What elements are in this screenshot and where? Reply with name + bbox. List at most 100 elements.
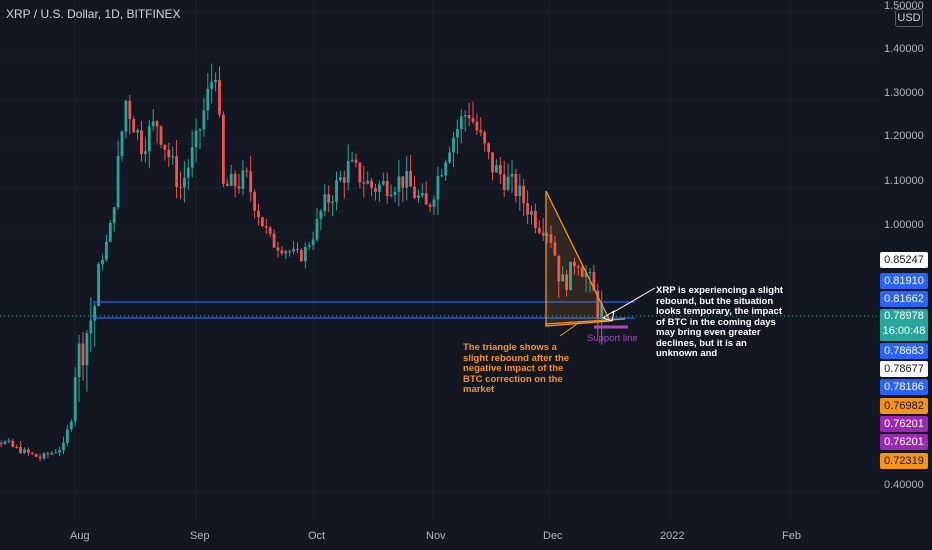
candle [50, 450, 54, 456]
analysis-note[interactable]: XRP is experiencing a slight rebound, bu… [656, 285, 784, 359]
candle-body [272, 233, 276, 248]
candle [97, 262, 100, 307]
candle-body [151, 121, 155, 127]
candle-body [77, 343, 81, 378]
candle [456, 119, 459, 155]
candle-body [459, 116, 463, 130]
candle [194, 118, 198, 163]
candle-body [206, 88, 210, 111]
candle-body [600, 303, 604, 320]
candle [198, 127, 202, 150]
candle-body [30, 452, 34, 454]
candle-body [358, 162, 362, 183]
candle-body [573, 261, 576, 267]
candle [210, 63, 214, 104]
candle-body [69, 421, 73, 430]
candle [292, 241, 295, 255]
candle-body [116, 155, 120, 208]
candle-body [514, 173, 518, 197]
price-tag-value: 0.78677 [884, 363, 924, 375]
price-tag: 0.78683 [880, 343, 928, 359]
candle-body [93, 305, 97, 321]
x-tick-label: Dec [543, 530, 563, 542]
y-tick-label: 1.30000 [884, 87, 924, 99]
candle [108, 220, 112, 243]
candle [378, 180, 381, 202]
candle [339, 170, 342, 182]
y-tick-label: 1.10000 [884, 175, 924, 187]
candle [62, 436, 65, 455]
candle-body [253, 192, 256, 211]
candle [307, 242, 311, 250]
candle [77, 334, 81, 402]
price-tag: 0.81910 [880, 273, 928, 289]
candle-body [249, 171, 253, 193]
candle [34, 453, 38, 457]
candle [300, 248, 303, 263]
candle-body [452, 137, 455, 153]
candle [163, 144, 167, 161]
candle [237, 173, 241, 194]
candle [491, 152, 494, 181]
candle-body [545, 234, 549, 236]
candle [288, 249, 292, 257]
candle [553, 235, 557, 257]
candle-body [491, 152, 494, 173]
candle [545, 232, 549, 244]
candle-body [155, 121, 159, 127]
candle-body [50, 452, 54, 455]
candle-body [132, 119, 136, 133]
candle [3, 439, 7, 445]
candle-body [576, 266, 580, 268]
candle-body [537, 228, 541, 233]
candle [303, 242, 307, 269]
candle [233, 170, 237, 198]
candle-body [229, 173, 233, 186]
arrow-line [611, 287, 656, 314]
candle [136, 128, 139, 141]
candle-body [530, 210, 533, 215]
price-tag: 0.81662 [880, 291, 928, 307]
candle [190, 130, 194, 178]
candle [510, 160, 514, 193]
candle [530, 205, 533, 225]
candle-body [19, 446, 22, 454]
candle [331, 195, 334, 217]
candle [565, 270, 568, 297]
candle [374, 183, 377, 201]
currency-badge[interactable]: USD [895, 9, 923, 27]
price-tag-value: 0.81910 [884, 275, 924, 287]
candle-body [483, 132, 487, 144]
candle-body [498, 164, 502, 175]
candle-body [354, 159, 358, 163]
candle-body [436, 176, 440, 200]
candle-body [401, 176, 405, 188]
support-line-label[interactable]: Support line [587, 333, 638, 344]
candle-body [105, 241, 108, 260]
y-tick-label: 1.20000 [884, 130, 924, 142]
candle [183, 160, 186, 203]
candle [518, 173, 522, 211]
y-tick-label: 1.40000 [884, 43, 924, 55]
candle-body [257, 210, 260, 218]
candle [69, 419, 73, 432]
candle [66, 424, 69, 447]
candle [268, 225, 272, 238]
chart-title: XRP / U.S. Dollar, 1D, BITFINEX [6, 7, 181, 21]
candle [218, 66, 221, 118]
candle [397, 159, 401, 207]
candle [541, 218, 545, 241]
candle [175, 140, 178, 199]
candle [573, 257, 576, 275]
price-tag-value: 0.78186 [884, 381, 924, 393]
last-price-tag: 0.78978 16:00:48 [880, 309, 928, 341]
candle-body [198, 129, 202, 131]
candle-body [331, 201, 334, 203]
candle-body [140, 130, 143, 155]
candle [167, 142, 171, 167]
x-tick-label: Nov [426, 530, 446, 542]
triangle-note[interactable]: The triangle shows a slight rebound afte… [463, 342, 570, 395]
candle [350, 151, 354, 163]
